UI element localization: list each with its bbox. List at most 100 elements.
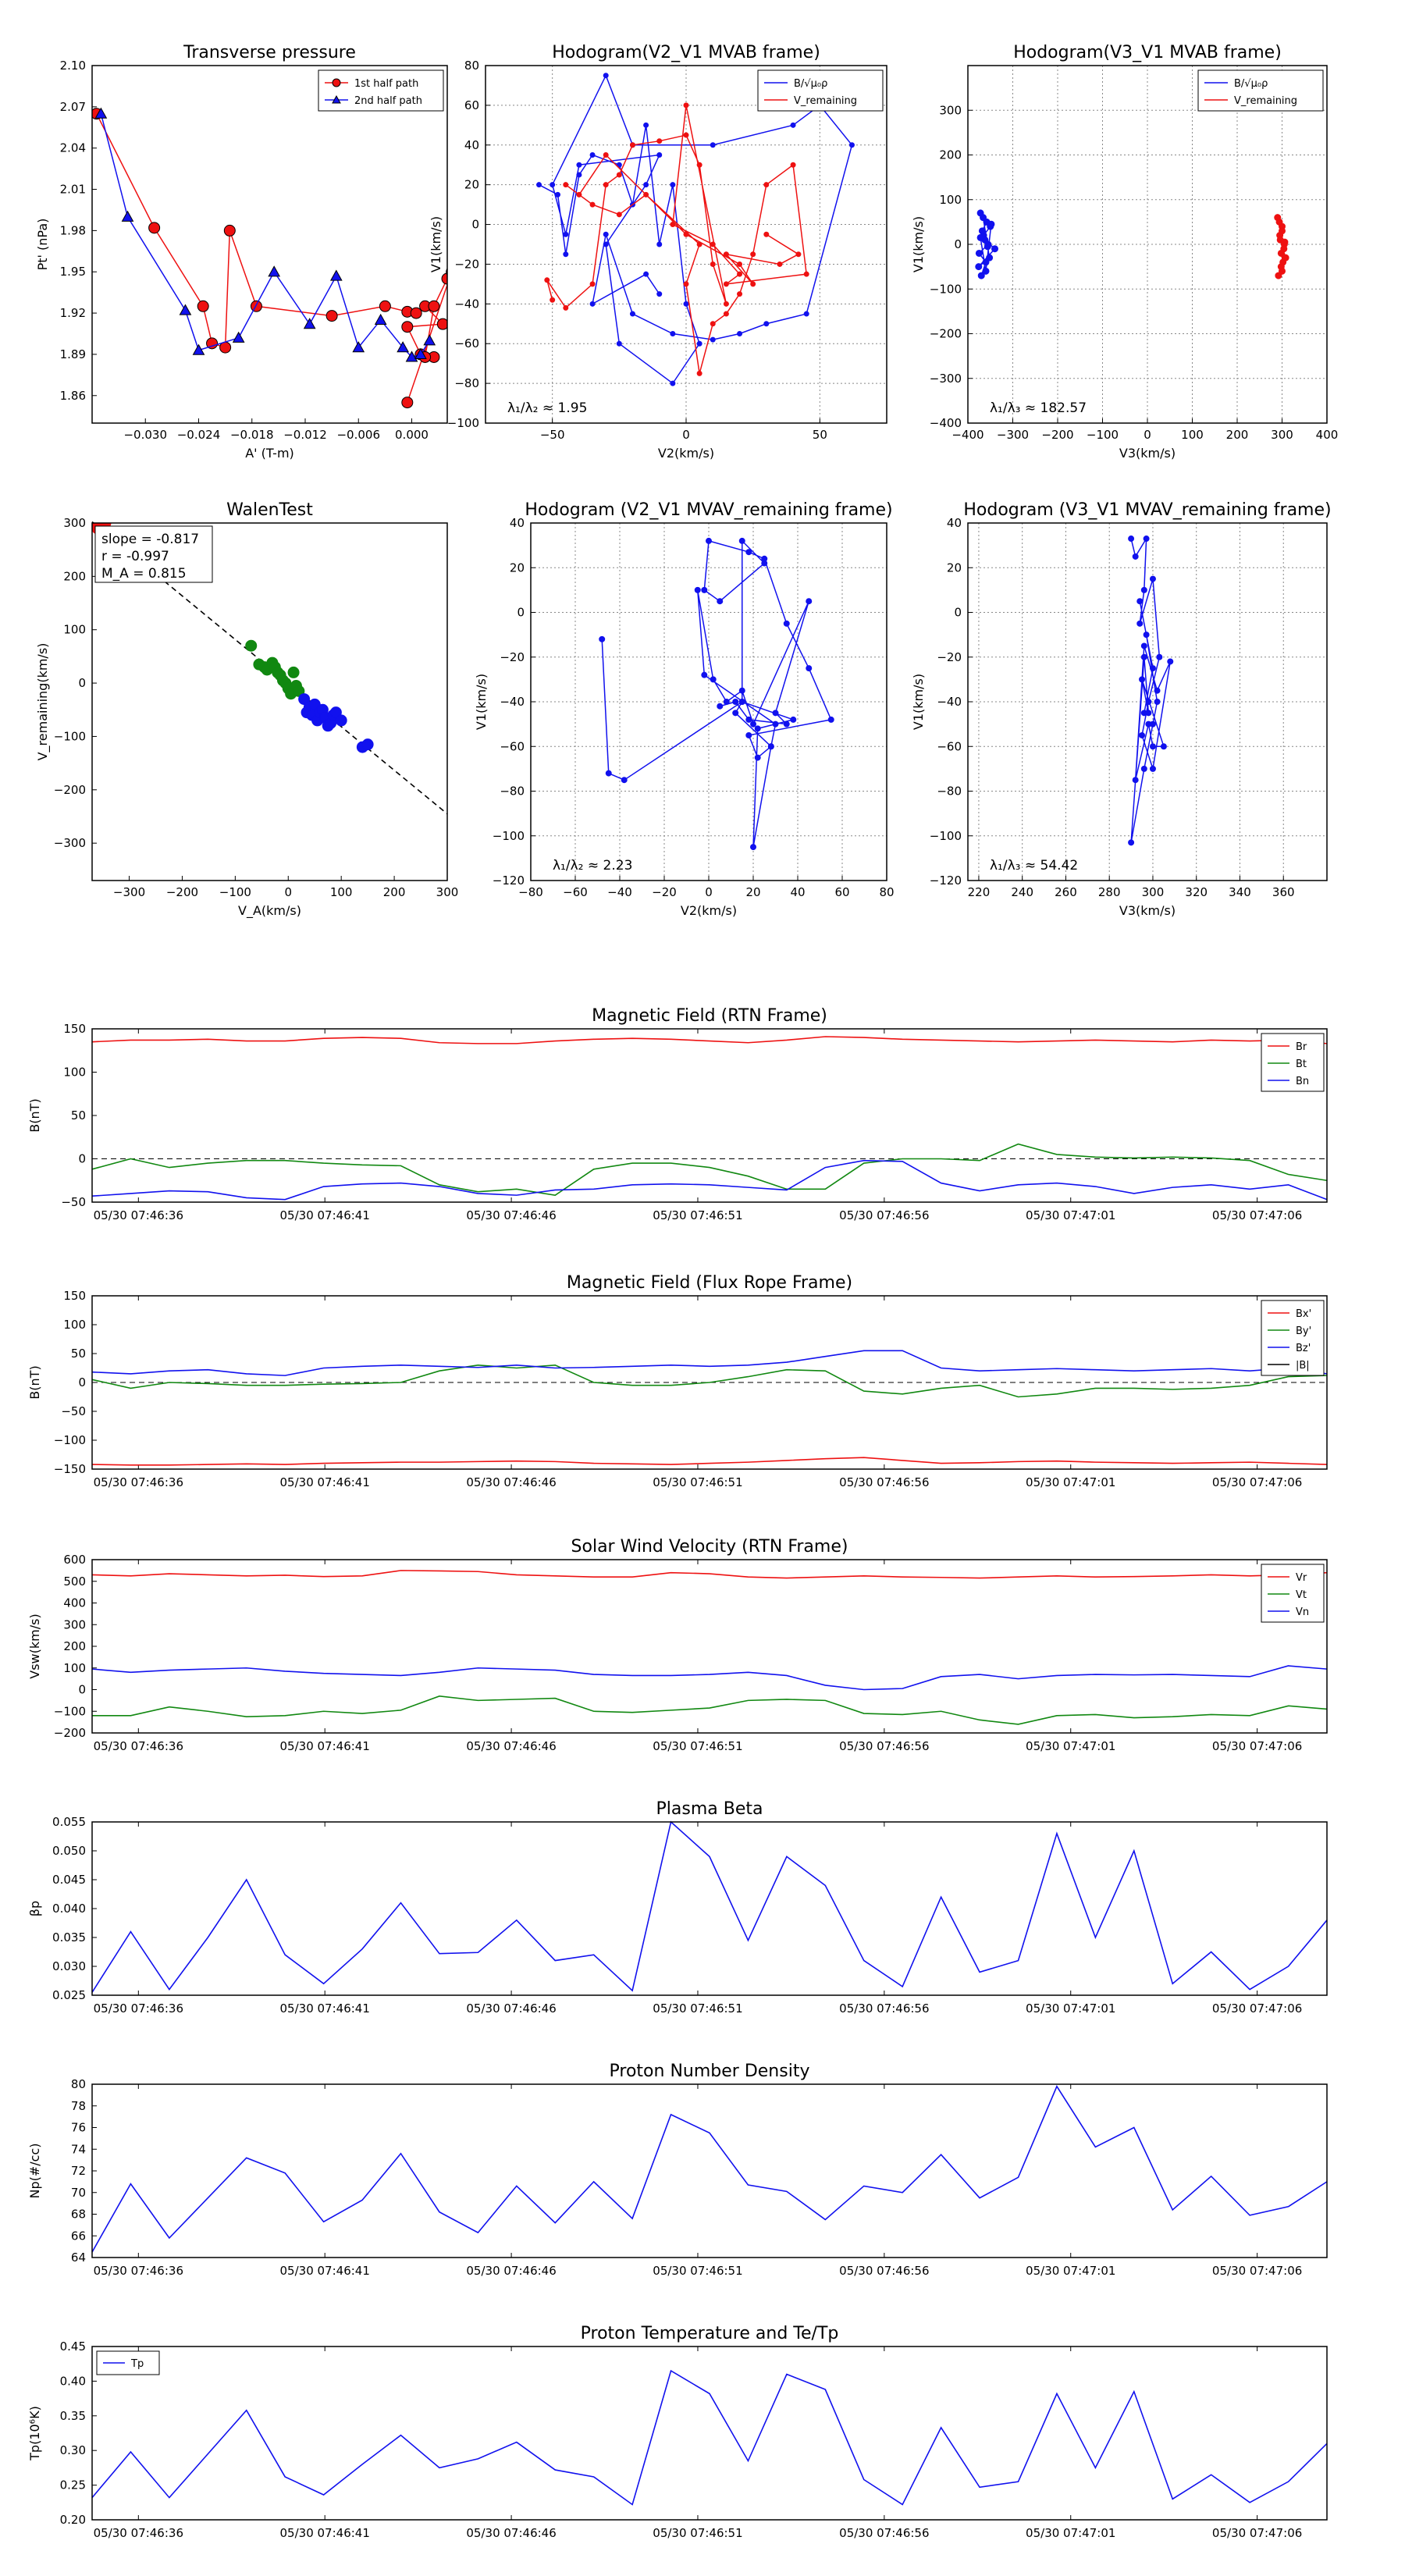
data-point [754, 754, 761, 761]
y-tick-label: 0.040 [52, 1902, 86, 1916]
y-tick-label: 0 [954, 606, 962, 620]
data-point [1149, 575, 1156, 582]
plot-frame [530, 522, 887, 881]
data-point [616, 212, 622, 218]
series-line-p [91, 1820, 1328, 1993]
data-point [332, 94, 341, 104]
data-point [790, 162, 796, 168]
data-point [706, 537, 712, 544]
data-point [696, 241, 702, 247]
data-point [694, 586, 701, 593]
data-point [656, 291, 663, 297]
data-point [1143, 632, 1150, 639]
chart-walen_test: WalenTest −300 −200 −100 0 100 200 300 −300 −200 −… [35, 500, 458, 919]
data-point [576, 172, 582, 178]
data-point [696, 370, 702, 376]
time-tick-label: 05/30 07:46:51 [653, 2264, 742, 2278]
y-tick-label: −300 [54, 836, 86, 850]
y-tick-label: 20 [510, 560, 525, 575]
x-tick-label: −50 [540, 428, 565, 442]
time-tick-label: 05/30 07:46:56 [839, 1739, 929, 1753]
data-point [723, 251, 729, 258]
plot-frame [91, 65, 448, 424]
y-tick-label: 400 [63, 1596, 86, 1610]
data-point [589, 201, 596, 208]
data-point [1140, 642, 1147, 649]
plot-frame [967, 65, 1328, 424]
time-tick-label: 05/30 07:46:46 [466, 1208, 556, 1222]
y-tick-label: 150 [63, 1289, 86, 1303]
series-line-red [96, 113, 447, 403]
data-point [710, 142, 716, 148]
x-tick-label: 20 [745, 885, 760, 899]
x-tick-label: −300 [113, 885, 145, 899]
data-point [975, 263, 983, 271]
y-tick-label: 0.050 [52, 1844, 86, 1858]
data-point [1143, 535, 1150, 543]
data-point [701, 671, 708, 678]
y-tick-label: −100 [930, 829, 962, 843]
chart-hodogram_v3v1_mvav: Hodogram (V3_V1 MVAV_remaining frame) 220… [911, 500, 1332, 918]
data-point [352, 341, 365, 353]
data-point [1140, 586, 1147, 593]
y-tick-label: 0.030 [52, 1959, 86, 1973]
x-tick-label: 340 [1229, 885, 1251, 899]
time-tick-label: 05/30 07:47:01 [1026, 1208, 1115, 1222]
y-tick-label: 20 [464, 178, 479, 192]
time-tick-label: 05/30 07:46:51 [653, 2001, 742, 2016]
legend-label: 1st half path [354, 78, 418, 90]
data-point [643, 191, 649, 197]
legend-label: Bn [1296, 1076, 1309, 1087]
x-axis-label: V2(km/s) [681, 903, 737, 918]
data-point [737, 291, 743, 297]
data-point [710, 261, 716, 267]
series-line-bn [91, 1159, 1328, 1201]
figure-layer: Transverse pressure −0.030 −0.024 −0.018 −0.… [27, 43, 1338, 2540]
plot-frame [91, 1295, 1328, 1470]
y-tick-label: 0 [471, 218, 479, 232]
time-tick-label: 05/30 07:46:46 [466, 1739, 556, 1753]
legend-label: Vt [1296, 1589, 1307, 1601]
x-tick-label: 0 [682, 428, 690, 442]
x-tick-label: 80 [879, 885, 894, 899]
x-tick-label: −100 [1087, 428, 1119, 442]
data-point [1156, 653, 1163, 660]
x-tick-label: 200 [383, 885, 406, 899]
data-point [563, 304, 569, 311]
y-tick-label: −20 [500, 650, 525, 664]
data-point [603, 182, 609, 188]
x-tick-label: 400 [1316, 428, 1339, 442]
legend-label: B/√μ₀ρ [1234, 78, 1268, 90]
y-tick-label: −120 [493, 873, 525, 888]
data-point [192, 343, 205, 355]
y-tick-label: 74 [71, 2142, 86, 2156]
y-tick-label: 60 [464, 98, 479, 112]
data-point [379, 300, 391, 312]
y-tick-label: 0 [78, 1375, 86, 1389]
ratio-annotation: λ₁/λ₂ ≈ 1.95 [507, 400, 587, 416]
x-tick-label: 300 [1271, 428, 1293, 442]
data-point [603, 152, 609, 158]
data-point [790, 716, 797, 723]
data-point [1140, 765, 1147, 772]
data-point [783, 720, 790, 728]
x-tick-label: −0.012 [283, 428, 327, 442]
data-point [374, 313, 387, 325]
data-point [750, 844, 756, 851]
data-point [750, 281, 756, 287]
data-point [710, 676, 717, 683]
data-point [986, 254, 994, 262]
time-tick-label: 05/30 07:46:36 [94, 2001, 183, 2016]
data-point [599, 635, 606, 642]
data-point [745, 716, 752, 723]
chart-title: Proton Number Density [610, 2062, 810, 2081]
data-point [696, 340, 702, 347]
series-line-vn [91, 1665, 1328, 1691]
y-tick-label: −200 [54, 783, 86, 797]
legend-label: Bx' [1296, 1308, 1311, 1320]
y-tick-label: 80 [71, 2077, 86, 2091]
time-tick-label: 05/30 07:46:41 [280, 2001, 370, 2016]
data-point [603, 73, 609, 79]
legend-label: V_remaining [794, 95, 857, 107]
